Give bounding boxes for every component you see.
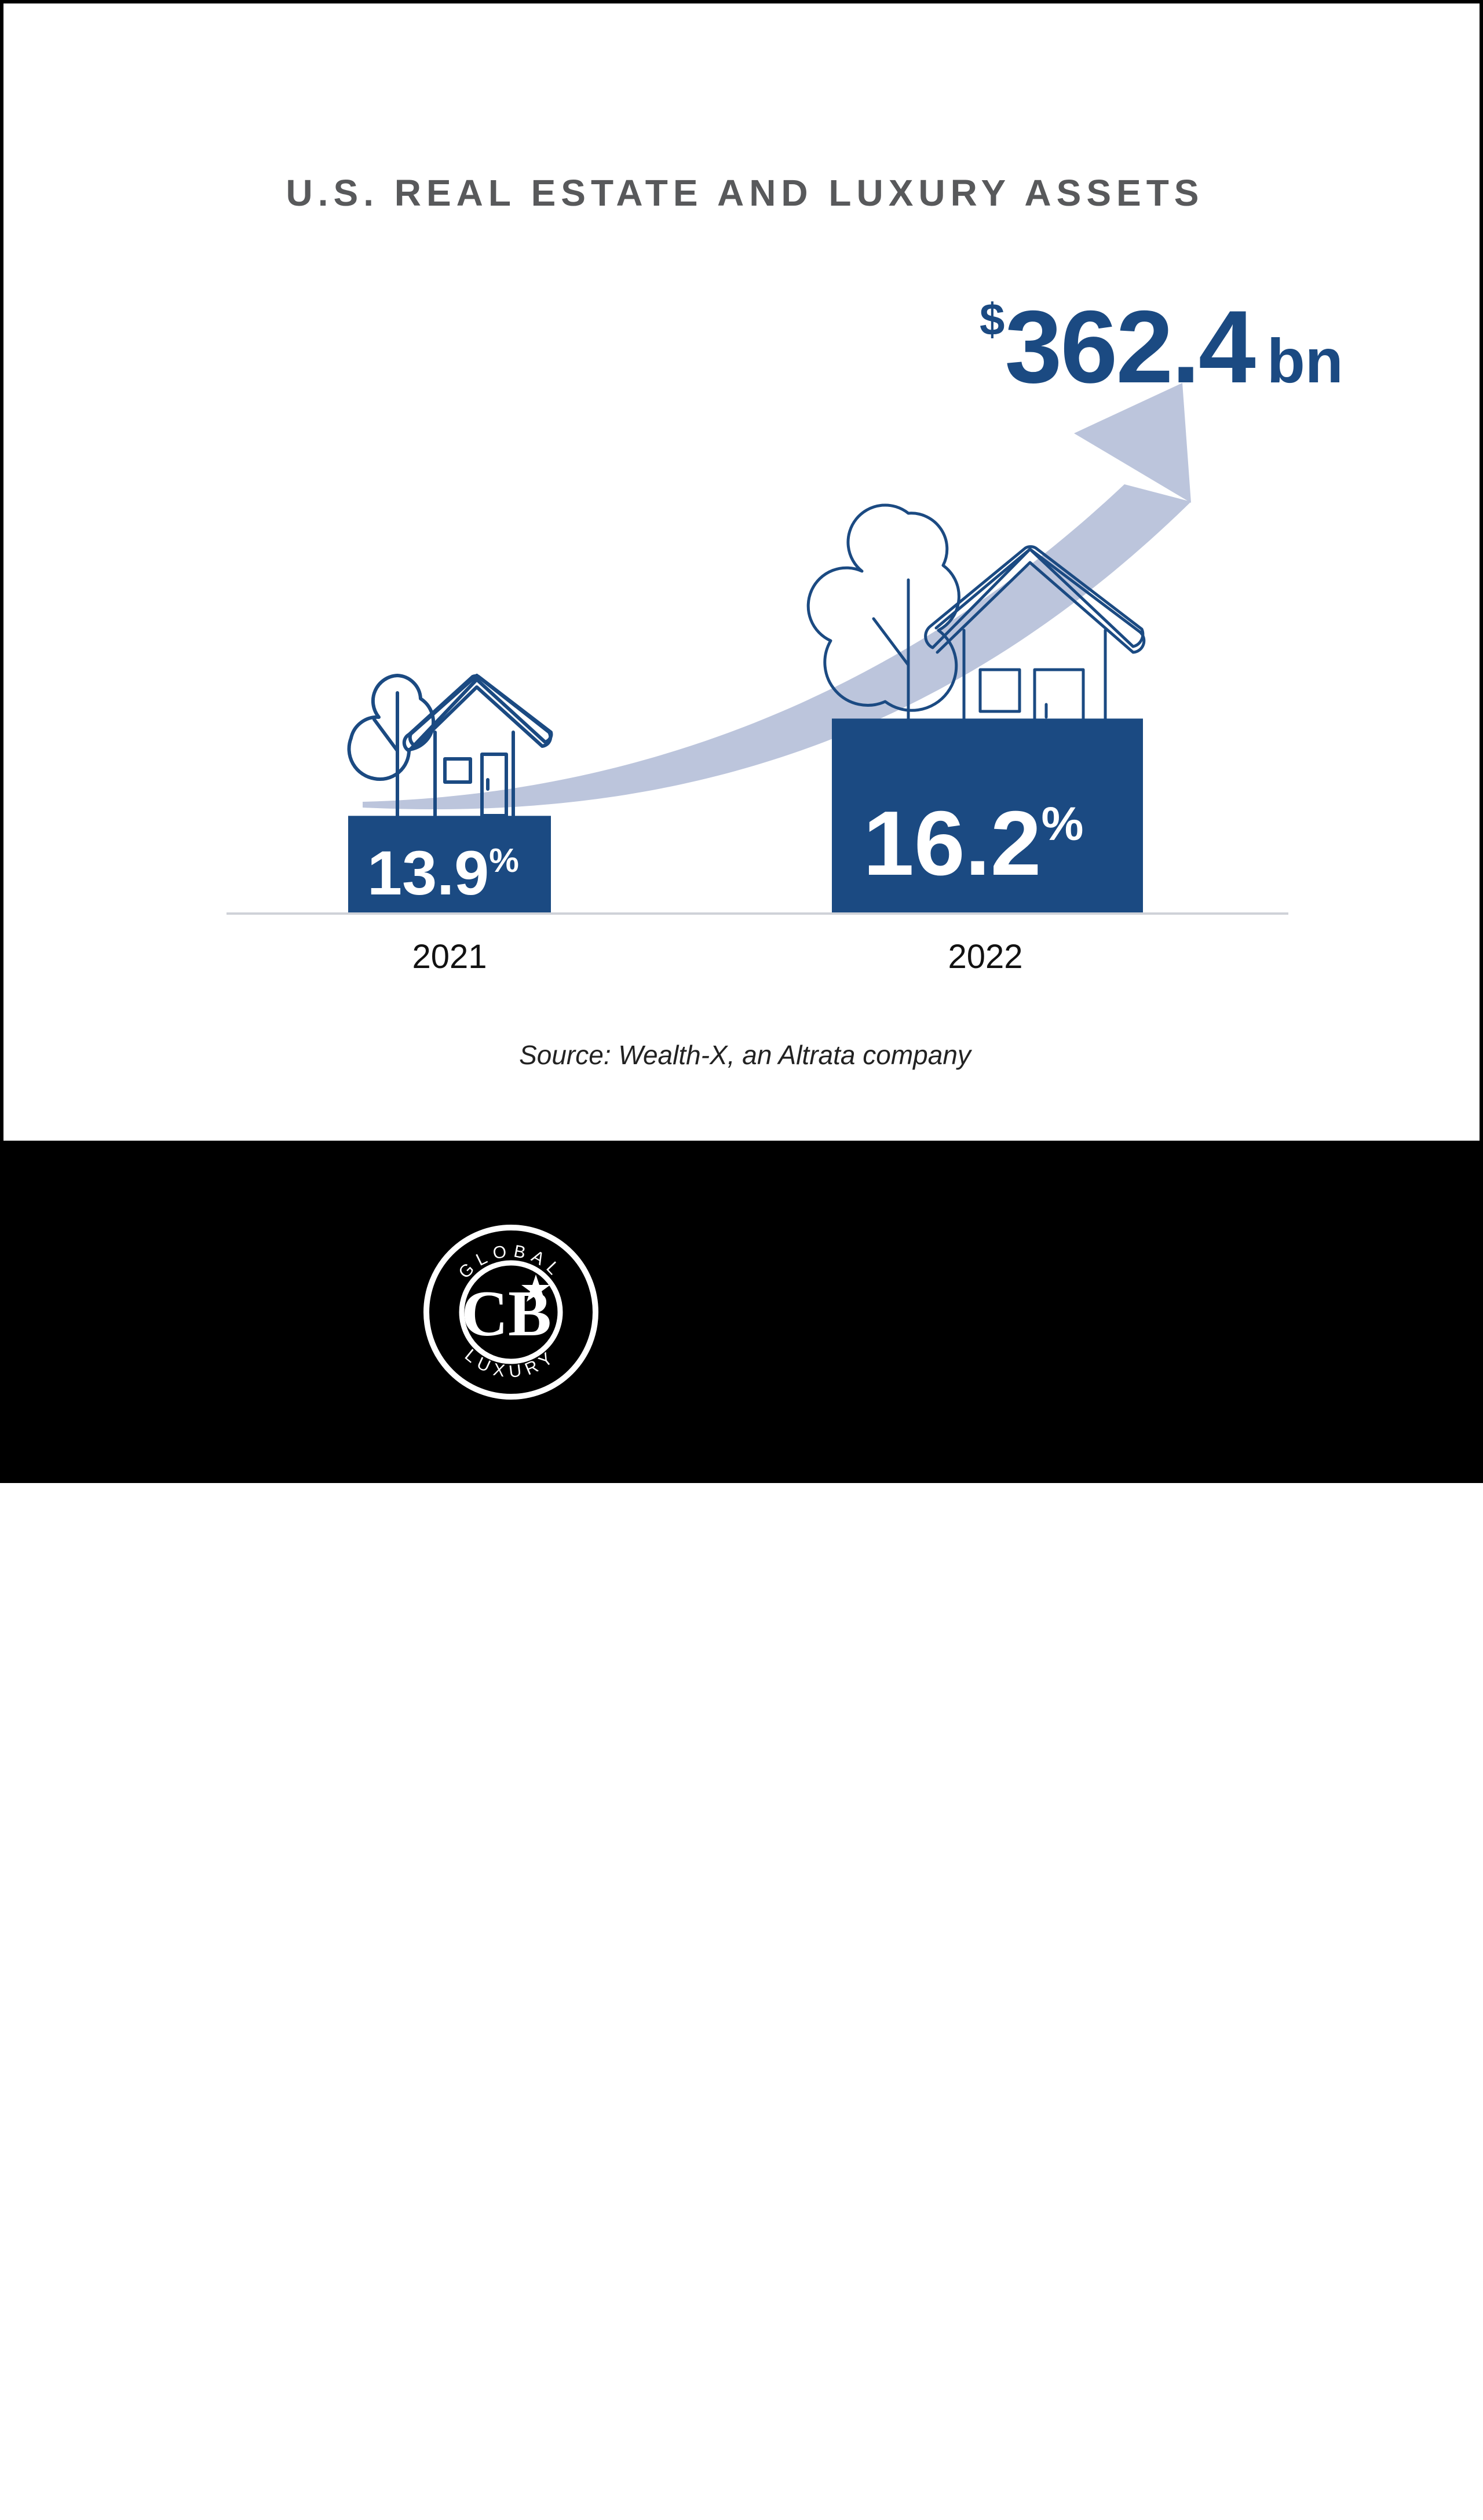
report-title: Report xyxy=(649,2369,1011,2517)
star-icon xyxy=(521,1274,550,1302)
x-tick-2021: 2021 xyxy=(412,938,487,976)
percent-symbol-2022: % xyxy=(1041,798,1084,850)
trend-arrow-icon xyxy=(363,383,1191,810)
infographic-panel: U.S. REAL ESTATE AND LUXURY ASSETS $362.… xyxy=(0,0,1483,1144)
value-label-2022: 16.2% xyxy=(863,791,1083,896)
total-unit: bn xyxy=(1266,326,1343,396)
bar-2022 xyxy=(832,718,1143,912)
seal-bottom-text: LUXURY xyxy=(461,1346,555,1382)
tree-icon xyxy=(806,503,960,765)
total-value: $362.4 bn xyxy=(980,287,1343,406)
value-2021: 13.9 xyxy=(367,838,490,908)
bar-2021 xyxy=(348,816,551,912)
total-currency: $ xyxy=(980,294,1005,345)
chart-title: U.S. REAL ESTATE AND LUXURY ASSETS xyxy=(286,172,1204,214)
tree-icon xyxy=(347,674,435,817)
total-number: 362.4 xyxy=(1005,289,1255,404)
chart-svg xyxy=(227,383,1288,915)
percent-symbol-2021: % xyxy=(489,842,519,879)
svg-text:LUXURY: LUXURY xyxy=(461,1346,561,1382)
value-2022: 16.2 xyxy=(863,792,1042,894)
value-label-2021: 13.9% xyxy=(367,837,519,909)
report-year: 2023 xyxy=(849,2494,909,2519)
global-luxury-seal-icon: GLOBAL LUXURY CB xyxy=(423,1225,598,1400)
house-icon-2022 xyxy=(806,503,1146,765)
brand-footer: GLOBAL LUXURY CB THE Report 2023 xyxy=(0,1144,1483,2519)
x-tick-2022: 2022 xyxy=(948,938,1023,976)
house-icon-2021 xyxy=(347,674,553,817)
source-note: Source: Wealth-X, an Altrata company xyxy=(519,1040,971,1070)
